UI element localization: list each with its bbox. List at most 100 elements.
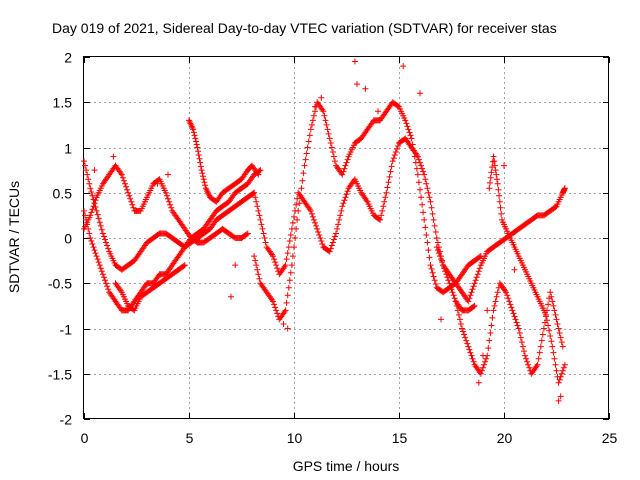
data-point-track-f bbox=[434, 239, 441, 246]
data-point-track-g bbox=[438, 256, 444, 263]
data-point-track-c bbox=[129, 201, 136, 208]
data-point-track-d bbox=[199, 170, 206, 177]
data-point-track-h bbox=[548, 293, 555, 300]
data-point-track-f bbox=[386, 173, 393, 180]
data-point-track-e bbox=[406, 129, 413, 136]
data-point-track-e bbox=[322, 117, 329, 124]
data-point-track-e bbox=[417, 186, 423, 193]
data-point-track-h bbox=[557, 334, 564, 341]
data-point-track-f bbox=[258, 221, 265, 228]
data-point-track-h bbox=[512, 316, 519, 323]
y-tick-label: 1 bbox=[64, 141, 72, 157]
data-point-track-f bbox=[415, 156, 422, 163]
axis-ticks bbox=[84, 57, 610, 420]
data-point-track-a bbox=[87, 235, 94, 241]
data-point-track-h bbox=[510, 310, 517, 317]
data-point-track-d bbox=[193, 138, 199, 145]
data-point-track-f bbox=[419, 165, 426, 172]
data-point-track-e bbox=[253, 262, 260, 269]
data-point-track-f bbox=[428, 204, 435, 211]
data-point-track-h bbox=[513, 319, 520, 326]
data-point-track-d bbox=[198, 167, 205, 174]
plot-frame bbox=[83, 56, 609, 419]
data-point-track-h bbox=[526, 364, 533, 371]
data-point-track-d bbox=[190, 126, 197, 133]
data-point-track-g bbox=[475, 268, 482, 275]
data-point-track-d bbox=[200, 176, 207, 183]
x-axis-label: GPS time / hours bbox=[293, 458, 400, 474]
data-point-track-d bbox=[190, 129, 197, 136]
data-point-track-c bbox=[162, 189, 169, 196]
data-point-track-d bbox=[195, 148, 202, 155]
data-point-track-h bbox=[459, 325, 465, 332]
data-point-track-d bbox=[197, 159, 204, 166]
data-point-track-b bbox=[96, 219, 103, 226]
data-point-track-e bbox=[329, 149, 336, 155]
data-point-track-h bbox=[545, 301, 552, 308]
data-point-outliers bbox=[351, 58, 358, 65]
data-point-track-f bbox=[271, 256, 278, 263]
data-point-track-f bbox=[316, 232, 323, 238]
data-point-outliers bbox=[400, 63, 407, 70]
data-point-track-e bbox=[300, 170, 307, 177]
data-point-track-g bbox=[439, 259, 446, 266]
data-point-track-h bbox=[491, 302, 498, 309]
data-point-track-h bbox=[509, 307, 516, 314]
data-point-track-g bbox=[474, 271, 481, 278]
data-point-track-e bbox=[270, 298, 276, 305]
data-point-track-a bbox=[101, 274, 107, 281]
data-point-track-d bbox=[197, 163, 204, 170]
data-point-track-f bbox=[272, 259, 279, 266]
data-point-track-b bbox=[85, 176, 92, 183]
data-point-track-e bbox=[273, 307, 280, 314]
x-tick-label: 25 bbox=[602, 430, 618, 446]
data-point-track-h bbox=[478, 367, 485, 374]
data-point-track-g bbox=[468, 289, 475, 296]
data-point-track-a bbox=[82, 212, 88, 219]
data-point-outliers bbox=[484, 307, 491, 314]
data-point-track-f bbox=[414, 153, 421, 160]
data-point-track-b bbox=[81, 158, 87, 165]
data-point-track-f bbox=[427, 198, 434, 205]
data-point-track-f bbox=[330, 236, 337, 243]
data-point-outliers bbox=[501, 162, 507, 169]
data-point-track-e bbox=[428, 265, 435, 272]
data-point-track-e bbox=[303, 150, 310, 157]
data-point-track-h bbox=[535, 355, 542, 362]
data-point-track-h bbox=[536, 349, 543, 356]
data-point-track-g bbox=[467, 292, 474, 299]
data-point-outliers bbox=[284, 325, 291, 332]
data-point-outliers bbox=[318, 94, 325, 101]
data-point-track-f bbox=[251, 189, 258, 196]
data-point-track-a bbox=[90, 244, 97, 251]
y-tick-label: -0.5 bbox=[48, 276, 72, 292]
data-point-track-b bbox=[86, 180, 93, 187]
data-point-track-h bbox=[464, 340, 471, 347]
data-point-track-i bbox=[498, 210, 505, 217]
data-point-track-e bbox=[414, 171, 421, 178]
data-point-track-e bbox=[254, 266, 261, 273]
data-point-track-e bbox=[320, 108, 327, 115]
data-point-track-c bbox=[125, 189, 132, 196]
data-point-track-c bbox=[91, 200, 98, 207]
data-point-track-h bbox=[511, 313, 518, 320]
data-point-track-h bbox=[549, 298, 556, 305]
data-point-track-i bbox=[547, 333, 554, 339]
data-point-track-a bbox=[81, 207, 87, 214]
data-point-track-f bbox=[430, 216, 437, 223]
data-point-track-f bbox=[392, 149, 399, 155]
data-point-track-f bbox=[313, 222, 320, 229]
data-point-track-e bbox=[328, 144, 335, 151]
data-point-track-f bbox=[328, 242, 335, 249]
data-point-track-f bbox=[420, 168, 427, 175]
data-point-track-e bbox=[305, 138, 312, 145]
y-tick-label: -1 bbox=[60, 322, 73, 338]
data-point-track-e bbox=[326, 135, 333, 142]
data-point-track-b bbox=[102, 236, 108, 243]
data-point-track-c bbox=[119, 174, 126, 181]
data-point-track-h bbox=[455, 311, 462, 318]
data-point-track-c bbox=[122, 180, 128, 187]
data-point-track-e bbox=[431, 277, 438, 284]
data-point-track-e bbox=[291, 244, 297, 251]
data-point-track-h bbox=[506, 298, 513, 305]
